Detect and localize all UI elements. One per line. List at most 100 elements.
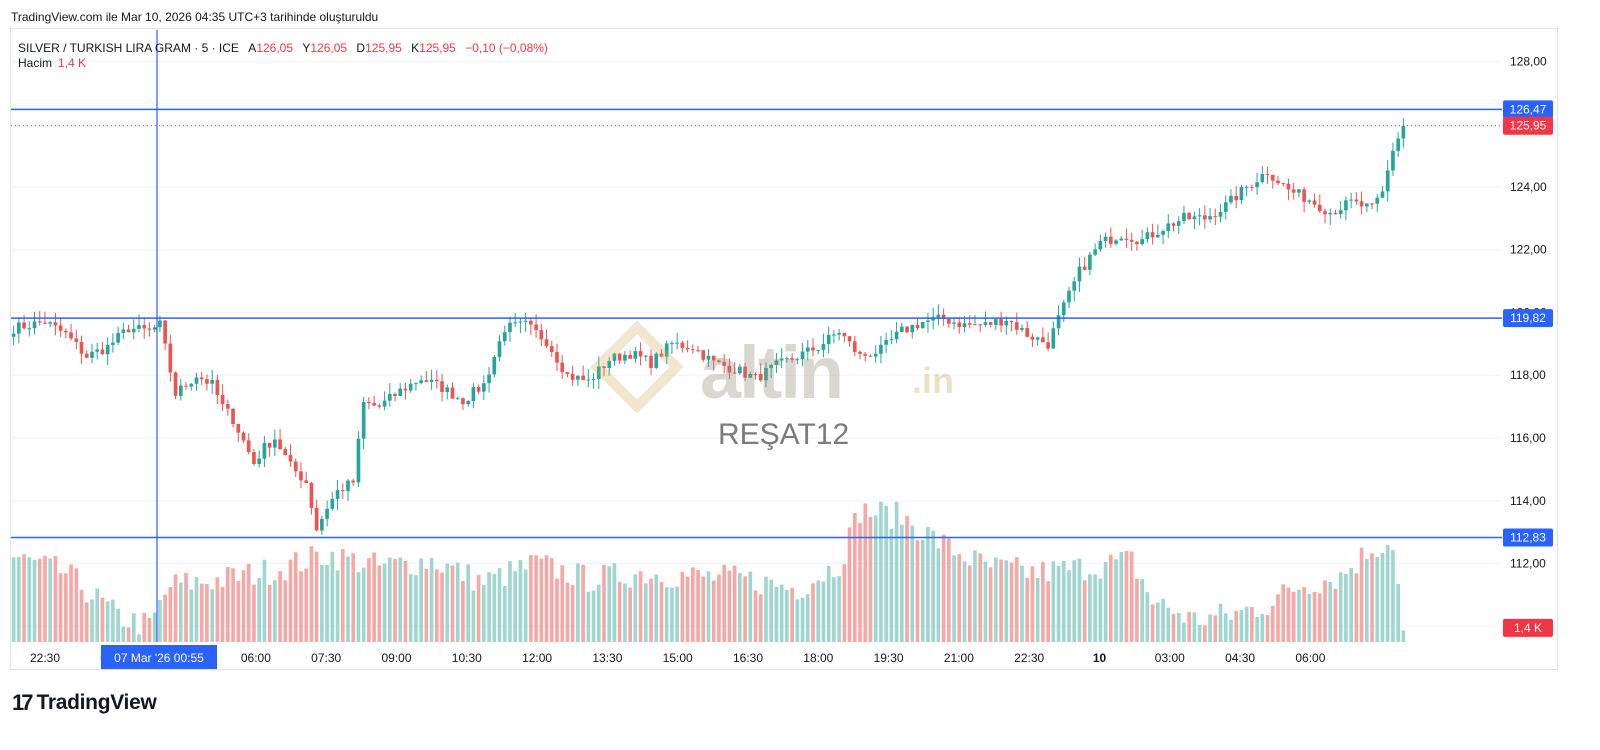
candle-body	[1046, 342, 1050, 349]
volume-bar	[1051, 561, 1056, 642]
candle-body	[215, 379, 220, 396]
volume-bar	[1270, 605, 1275, 642]
high-value: 126,05	[310, 41, 348, 55]
candle-body	[962, 323, 967, 328]
volume-label[interactable]: Hacim	[18, 56, 53, 70]
volume-bar	[534, 555, 538, 642]
candle-body	[675, 342, 679, 344]
candle-body	[513, 322, 518, 324]
close-label: K	[411, 41, 420, 55]
candle-body	[774, 360, 779, 365]
volume-bar	[1359, 547, 1364, 642]
candle-body	[905, 326, 909, 333]
candle-body	[1135, 241, 1139, 245]
candle-body	[335, 490, 340, 499]
candle-body	[680, 342, 685, 348]
candle-body	[241, 432, 246, 441]
candle-body	[22, 322, 26, 329]
volume-bar	[696, 569, 700, 642]
candle-body	[811, 347, 815, 351]
volume-bar	[1061, 560, 1066, 642]
candle-body	[764, 367, 768, 381]
candle-body	[738, 366, 742, 374]
candle-body	[471, 387, 476, 402]
candle-body	[257, 458, 262, 464]
volume-bar	[246, 563, 251, 642]
volume-bar	[241, 570, 246, 642]
candle-body	[596, 366, 601, 379]
volume-bar	[48, 558, 53, 642]
volume-bar	[664, 587, 669, 642]
volume-bar	[795, 599, 800, 642]
candle-body	[131, 328, 136, 333]
volume-bar	[602, 564, 606, 642]
volume-bar	[1255, 617, 1259, 642]
candle-body	[414, 383, 418, 385]
volume-bar	[858, 523, 862, 642]
hline-price-label: 126,47	[1510, 102, 1547, 116]
volume-bar	[654, 574, 659, 642]
volume-bar	[790, 587, 794, 642]
volume-bar	[17, 556, 21, 642]
candle-body	[1380, 191, 1385, 198]
candle-body	[48, 322, 53, 324]
candle-body	[518, 321, 523, 323]
volume-bar	[1281, 584, 1286, 642]
candle-body	[1307, 200, 1312, 202]
volume-bar	[1364, 558, 1369, 642]
volume-bar	[1265, 615, 1270, 642]
candle-body	[74, 338, 79, 342]
last-price-label: 125,95	[1510, 119, 1547, 133]
candle-body	[1061, 302, 1066, 316]
volume-bar	[722, 564, 727, 642]
volume-bar	[628, 587, 632, 642]
volume-bar	[785, 589, 789, 642]
candle-body	[382, 400, 387, 407]
symbol-title[interactable]: SILVER / TURKISH LIRA GRAM · 5 · ICE	[18, 41, 239, 55]
volume-bar	[367, 558, 371, 642]
candle-body	[967, 323, 972, 325]
volume-bar	[738, 572, 742, 642]
volume-bar	[675, 586, 679, 642]
candle-body	[163, 320, 167, 344]
volume-bar	[586, 591, 591, 642]
volume-bar	[111, 599, 115, 642]
candle-body	[1317, 204, 1322, 212]
candle-body	[11, 333, 16, 337]
candle-body	[445, 387, 450, 393]
volume-bar	[1260, 614, 1265, 642]
volume-bar	[727, 570, 732, 642]
volume-bar	[1140, 579, 1144, 642]
volume-bar	[1323, 580, 1327, 642]
candle-body	[1270, 174, 1275, 181]
volume-bar	[774, 586, 779, 642]
candle-body	[800, 351, 805, 360]
candle-body	[346, 480, 350, 492]
candle-body	[983, 322, 988, 325]
last-price-badge	[1503, 116, 1553, 135]
candle-body	[455, 398, 460, 400]
tradingview-brand[interactable]: 17 TradingView	[12, 690, 157, 716]
candle-body	[320, 518, 324, 531]
candle-body	[267, 442, 272, 448]
volume-bar	[257, 578, 262, 642]
candle-body	[126, 329, 131, 333]
candle-body	[168, 343, 173, 373]
candle-body	[1291, 189, 1296, 193]
hline-price-label: 112,83	[1510, 530, 1546, 544]
volume-bar	[926, 526, 930, 642]
candle-body	[1067, 290, 1071, 303]
volume-bar	[973, 550, 977, 642]
x-tick-label: 15:00	[663, 651, 693, 665]
volume-bar	[387, 557, 392, 642]
volume-bar	[1009, 562, 1014, 642]
volume-bar	[847, 527, 852, 642]
candle-body	[173, 372, 178, 396]
volume-bar	[879, 501, 883, 642]
candle-body	[476, 387, 481, 392]
candle-body	[988, 322, 993, 325]
volume-bar	[461, 580, 465, 642]
volume-bar	[414, 575, 418, 642]
volume-bar	[1182, 622, 1186, 642]
